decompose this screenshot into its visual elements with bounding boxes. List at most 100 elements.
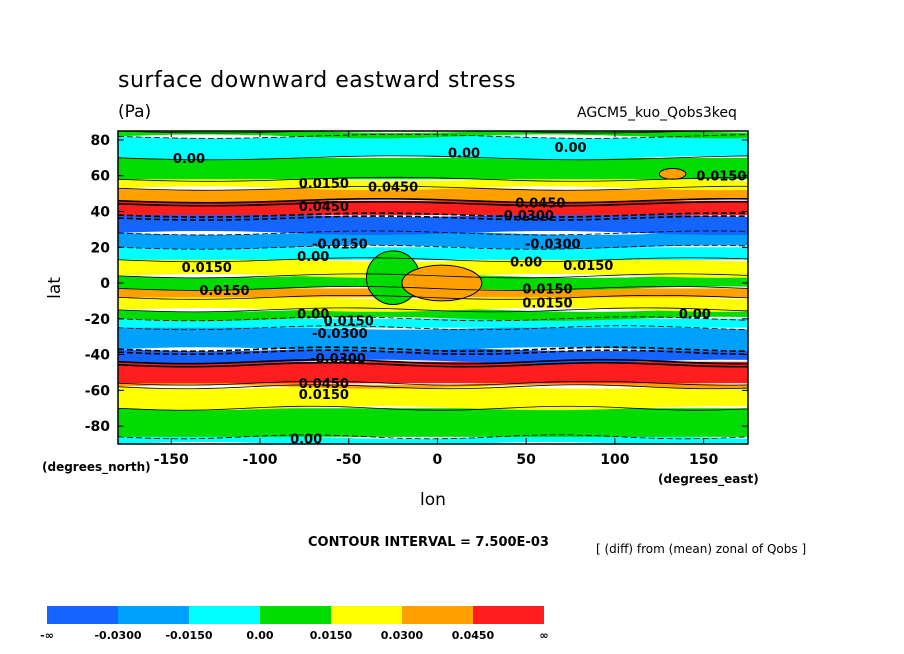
colorbar-label: 0.0300 xyxy=(381,629,424,642)
contour-label: 0.0150 xyxy=(696,170,746,185)
band-14 xyxy=(118,230,748,250)
contour-label: 0.00 xyxy=(173,152,205,167)
contour-label: 0.0150 xyxy=(522,297,572,312)
contour-line-6-0 xyxy=(118,325,748,331)
contour-label: -0.0300 xyxy=(310,352,366,367)
band-0 xyxy=(118,434,748,444)
band-2 xyxy=(118,384,748,411)
filled-features xyxy=(365,168,687,305)
chart-title: surface downward eastward stress xyxy=(118,68,517,93)
contour-line-12-0 xyxy=(118,257,748,263)
contour-line-15-0 xyxy=(118,212,748,218)
contour-interval: CONTOUR INTERVAL = 7.500E-03 xyxy=(308,535,549,550)
contour-line-21-0 xyxy=(118,131,706,134)
contour-line-9-0 xyxy=(118,294,748,300)
x-tick-label: -150 xyxy=(154,452,189,468)
x-tick-label: -50 xyxy=(336,452,362,468)
contour-label: 0.0450 xyxy=(299,377,349,392)
contour-line-18-0 xyxy=(118,176,748,182)
contour-label: 0.0450 xyxy=(299,200,349,215)
run-label: AGCM5_kuo_Qobs3keq xyxy=(577,105,737,121)
colorbar: -∞ -0.0300 -0.0150 0.00 0.0150 0.0300 0.0450 ∞ xyxy=(40,606,549,642)
band-18 xyxy=(118,177,748,191)
contour-label: 0.00 xyxy=(510,256,542,271)
contour-line-1-0 xyxy=(118,405,748,411)
contour-label: 0.0150 xyxy=(299,388,349,403)
band-9 xyxy=(118,295,748,312)
contour-label: 0.0150 xyxy=(563,259,613,274)
band-13 xyxy=(118,247,748,260)
contour-label: 0.0450 xyxy=(515,197,565,212)
contour-line-14-0 xyxy=(118,230,748,236)
contour-lines xyxy=(118,131,748,440)
y-tick-label: 0 xyxy=(100,276,110,292)
contour-label: 0.00 xyxy=(290,433,322,448)
y-tick-label: 40 xyxy=(91,204,111,220)
colorbar-label: 0.0150 xyxy=(310,629,353,642)
band-7 xyxy=(118,318,748,328)
band-1 xyxy=(118,408,748,437)
colorbar-swatch xyxy=(47,606,118,624)
x-tick-label: 150 xyxy=(689,452,718,468)
feature-2 xyxy=(658,168,687,180)
contour-label: 0.0450 xyxy=(368,180,418,195)
contour-line-15-1 xyxy=(118,215,748,221)
y-tick-label: -60 xyxy=(85,383,111,399)
x-tick-label: 100 xyxy=(600,452,629,468)
contour-line-10-0 xyxy=(118,286,748,291)
band-6 xyxy=(118,325,748,352)
contour-line-5-1 xyxy=(118,349,748,355)
contour-label: -0.0150 xyxy=(312,238,368,253)
colorbar-label: 0.00 xyxy=(246,629,273,642)
contour-line-16-1 xyxy=(118,200,748,207)
contour-label: 0.00 xyxy=(679,307,711,322)
contour-line-19-0 xyxy=(118,155,748,161)
colorbar-label: -0.0150 xyxy=(165,629,212,642)
contour-line-17-0 xyxy=(118,185,748,191)
y-tick-label: -80 xyxy=(85,419,111,435)
contour-line-11-0 xyxy=(118,273,748,279)
contour-line-7-0 xyxy=(118,316,748,322)
contour-label: 0.00 xyxy=(297,250,329,265)
contour-label: 0.0150 xyxy=(324,315,374,330)
contour-line-2-0 xyxy=(118,384,748,390)
colorbar-swatch xyxy=(118,606,189,624)
colorbar-swatch xyxy=(189,606,260,624)
contour-label: 0.0150 xyxy=(522,282,572,297)
contour-line-0-0 xyxy=(118,434,748,440)
contour-line-13-0 xyxy=(118,244,748,250)
y-tick-label: -40 xyxy=(85,348,111,364)
colorbar-swatch xyxy=(473,606,544,624)
colorbar-swatch xyxy=(331,606,402,624)
y-tick-label: 80 xyxy=(91,133,111,149)
feature-1 xyxy=(401,264,483,302)
y-axis-ticks: 80 60 40 20 0 -20 -40 -60 -80 xyxy=(85,133,748,435)
contour-label: 0.0150 xyxy=(182,261,232,276)
band-19 xyxy=(118,157,748,180)
contour-line-4-0 xyxy=(118,358,748,365)
y-axis-unit: (degrees_north) xyxy=(42,460,151,474)
contour-line-5-0 xyxy=(118,346,748,352)
contour-label: 0.00 xyxy=(554,141,586,156)
contour-line-4-1 xyxy=(118,361,748,368)
colorbar-swatch xyxy=(260,606,331,624)
contour-line-8-0 xyxy=(118,307,748,313)
x-tick-label: -100 xyxy=(242,452,277,468)
x-tick-label: 50 xyxy=(516,452,536,468)
colorbar-label: 0.0450 xyxy=(452,629,495,642)
y-tick-label: -20 xyxy=(85,312,111,328)
y-tick-label: 20 xyxy=(91,240,111,256)
colorbar-label: ∞ xyxy=(539,629,548,642)
x-axis-label: lon xyxy=(420,490,446,510)
y-tick-label: 60 xyxy=(91,169,111,185)
colorbar-swatch xyxy=(402,606,473,624)
contour-line-16-0 xyxy=(118,197,748,204)
colorbar-label: -∞ xyxy=(40,629,54,642)
contour-label: -0.0300 xyxy=(312,327,368,342)
contour-label: 0.0150 xyxy=(299,177,349,192)
contour-label: -0.0300 xyxy=(498,209,554,224)
colorbar-label: -0.0300 xyxy=(94,629,141,642)
band-4 xyxy=(118,361,748,384)
diff-note: [ (diff) from (mean) zonal of Qobs ] xyxy=(596,542,807,556)
